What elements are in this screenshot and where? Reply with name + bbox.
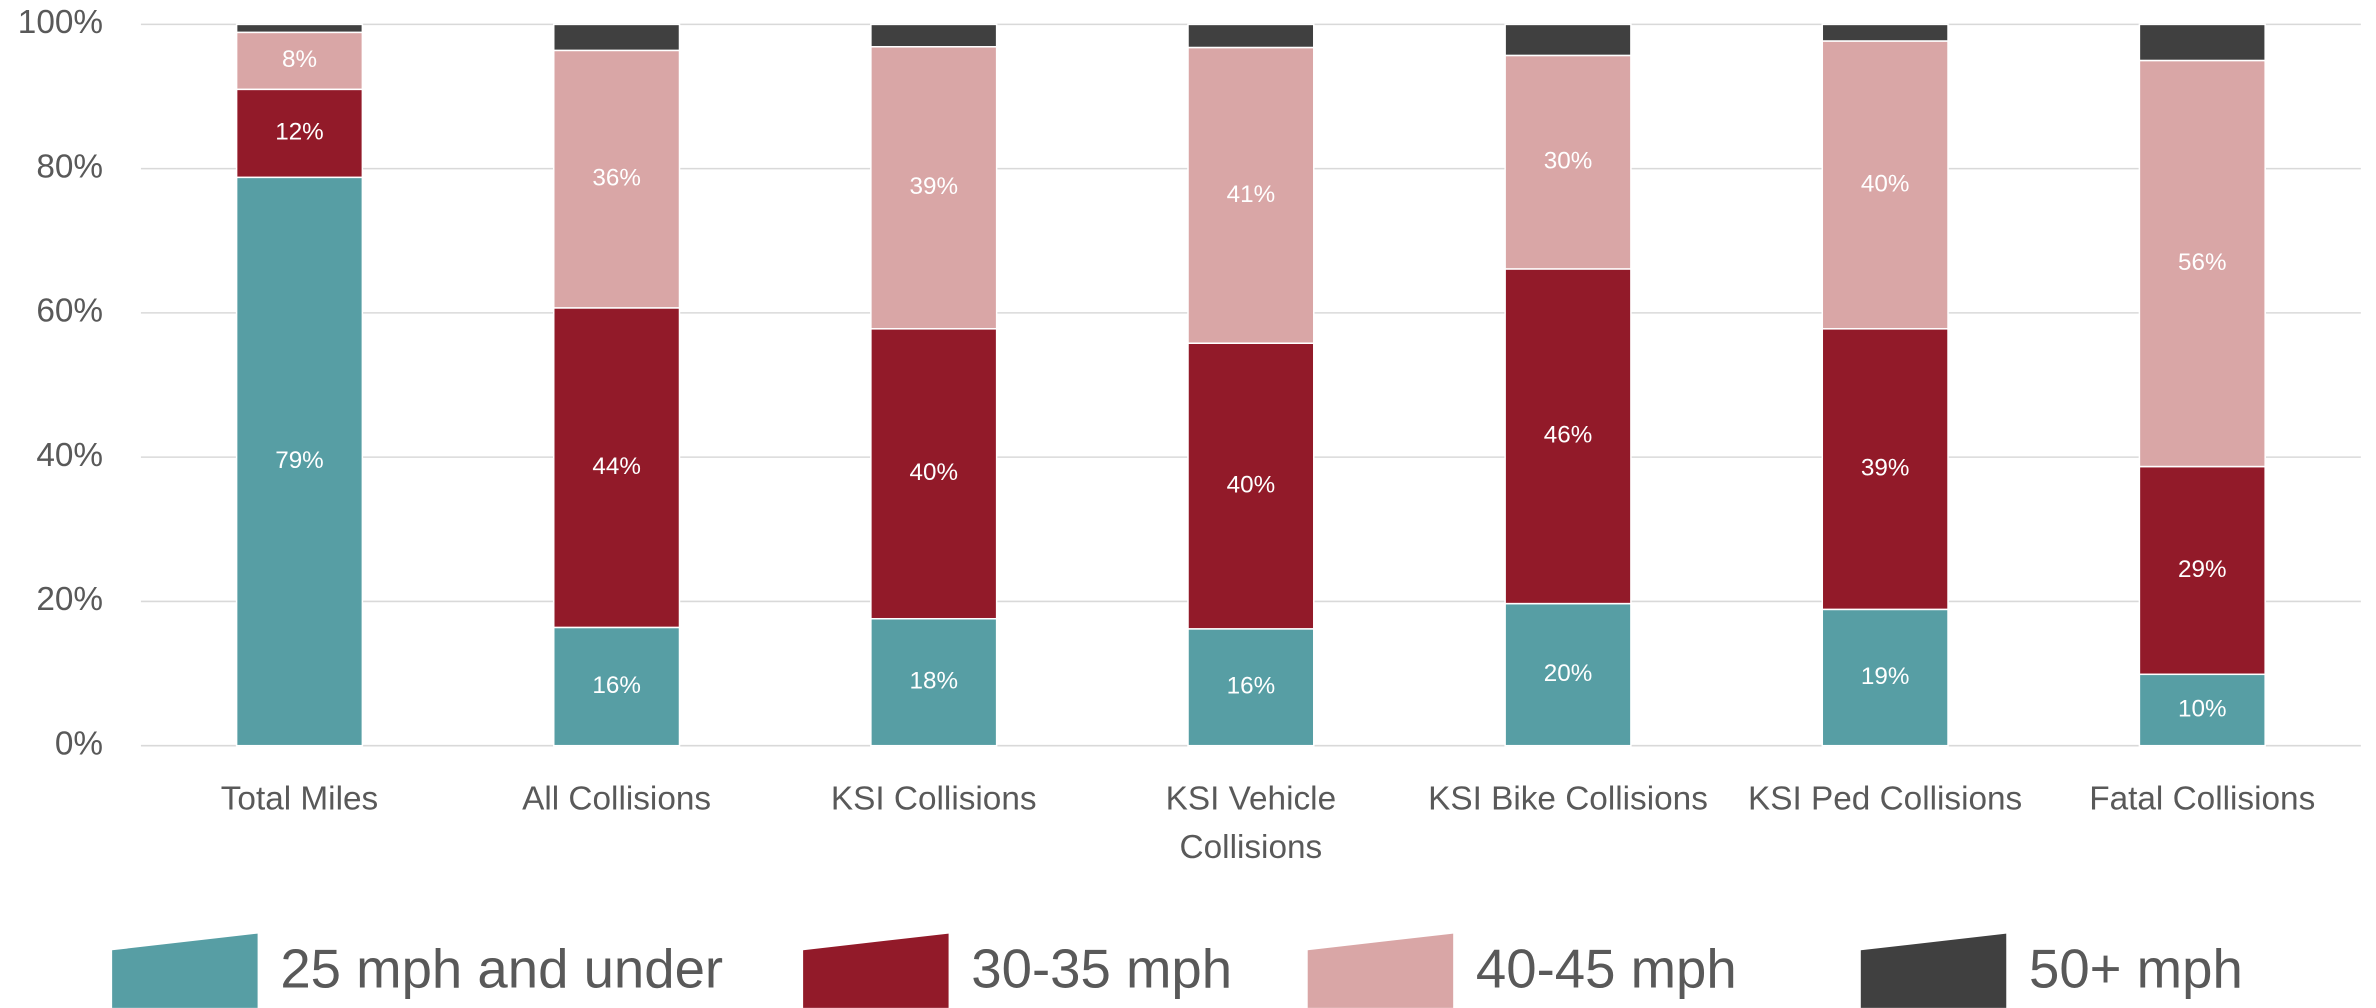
bar-segment <box>1821 328 1949 611</box>
x-tick-label-box: Total Miles <box>220 779 379 817</box>
bar-segment <box>235 176 364 747</box>
data-label: 36% <box>592 165 641 192</box>
data-label: 44% <box>592 453 641 480</box>
bar-segment <box>235 88 364 179</box>
bar-segment <box>2138 59 2266 468</box>
data-label: 8% <box>282 46 317 73</box>
data-label: 18% <box>909 668 958 695</box>
x-tick-label: KSI Vehicle Collisions <box>1165 779 1337 866</box>
bar-segment <box>1821 23 1949 42</box>
x-tick-label: KSI Ped Collisions <box>1748 779 2023 817</box>
x-tick-label: All Collisions <box>522 779 712 817</box>
bar-segment <box>1187 46 1315 344</box>
bar-segment <box>1187 628 1315 747</box>
data-label: 40% <box>1861 170 1910 197</box>
legend-swatch <box>112 933 258 1008</box>
bar-segment <box>1187 342 1315 630</box>
data-label: 40% <box>1227 471 1276 498</box>
x-tick-label-box: KSI Vehicle Collisions <box>1165 779 1337 866</box>
legend-label: 25 mph and under <box>280 938 723 999</box>
bar-segment <box>1504 54 1632 270</box>
x-tick-label: Total Miles <box>220 779 379 817</box>
bar-segment <box>552 307 681 629</box>
x-tick-label-box: Fatal Collisions <box>2089 779 2316 817</box>
y-tick-label: 60% <box>36 293 103 330</box>
data-label: 19% <box>1861 663 1910 690</box>
y-tick-label: 40% <box>36 437 103 474</box>
bar-segment <box>2138 23 2266 62</box>
legend-swatch <box>1860 933 2007 1008</box>
x-tick-label: Fatal Collisions <box>2089 779 2316 817</box>
x-tick-label-box: KSI Collisions <box>830 779 1037 817</box>
bar-segment <box>2138 465 2266 676</box>
bar-segment <box>870 23 998 48</box>
x-tick-label: KSI Bike Collisions <box>1428 779 1708 817</box>
data-label: 46% <box>1544 422 1593 449</box>
x-tick-label-box: All Collisions <box>522 779 712 817</box>
data-label: 79% <box>275 447 324 474</box>
bar-segment <box>1821 608 1949 747</box>
data-label: 10% <box>2178 695 2227 722</box>
bar-segment <box>1504 602 1632 747</box>
data-label: 20% <box>1544 660 1593 687</box>
data-label: 29% <box>2178 556 2227 583</box>
bar-segment <box>870 46 998 330</box>
legend-swatch <box>803 933 949 1008</box>
data-label: 16% <box>592 672 641 699</box>
bar-segment <box>1187 23 1315 49</box>
bar-segment <box>870 617 998 747</box>
bar-segment <box>552 23 681 52</box>
bar-segment <box>235 31 364 91</box>
data-label: 39% <box>909 173 958 200</box>
y-tick-label: 20% <box>36 581 103 618</box>
bar-segment <box>1504 268 1632 605</box>
legend-label: 30-35 mph <box>971 938 1232 999</box>
data-label: 40% <box>909 459 958 486</box>
data-label: 41% <box>1227 181 1276 208</box>
bar-segment <box>2138 673 2266 747</box>
bar-segment <box>870 328 998 620</box>
y-tick-label: 80% <box>36 148 103 185</box>
y-tick-label: 100% <box>18 4 103 41</box>
bar-segment <box>1504 23 1632 57</box>
bar-segment <box>552 49 681 309</box>
legend-swatch <box>1307 933 1454 1008</box>
data-label: 39% <box>1861 454 1910 481</box>
x-tick-label-box: KSI Bike Collisions <box>1428 779 1708 817</box>
x-tick-label-box: KSI Ped Collisions <box>1748 779 2023 817</box>
legend-label: 50+ mph <box>2029 938 2243 999</box>
data-label: 12% <box>275 119 324 146</box>
data-label: 56% <box>2178 249 2227 276</box>
legend-label: 40-45 mph <box>1476 938 1737 999</box>
data-label: 16% <box>1227 673 1276 700</box>
x-tick-label: KSI Collisions <box>830 779 1037 817</box>
bar-segment <box>235 23 364 34</box>
y-tick-label: 0% <box>55 725 103 762</box>
data-label: 30% <box>1544 148 1593 175</box>
